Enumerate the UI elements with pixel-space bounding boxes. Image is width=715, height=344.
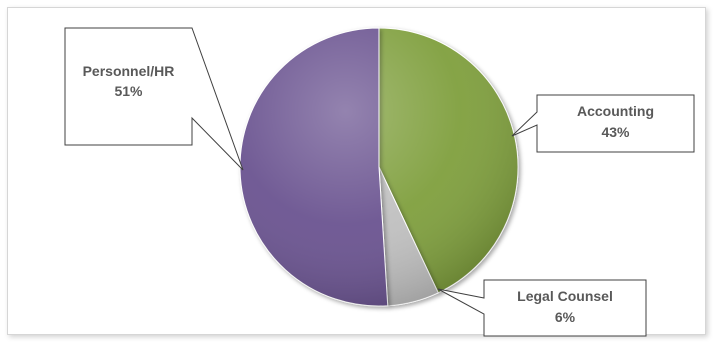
callout-legal-counsel: Legal Counsel 6% xyxy=(437,279,647,337)
pie-slice-personnel-hr xyxy=(239,27,389,307)
callout-box-legal-counsel xyxy=(437,279,647,337)
slice-value-legal-counsel: 6% xyxy=(555,309,576,325)
slice-label-legal-counsel: Legal Counsel xyxy=(517,288,613,304)
slice-value-personnel-hr: 51% xyxy=(114,83,143,99)
pie-slices xyxy=(239,27,519,307)
callout-personnel-hr: Personnel/HR 51% xyxy=(64,27,244,171)
slice-value-accounting: 43% xyxy=(601,124,630,140)
slice-label-accounting: Accounting xyxy=(577,103,654,119)
callout-accounting: Accounting 43% xyxy=(511,94,695,153)
slice-label-personnel-hr: Personnel/HR xyxy=(83,63,175,79)
callout-box-personnel-hr xyxy=(64,27,244,171)
callout-box-accounting xyxy=(511,94,695,153)
